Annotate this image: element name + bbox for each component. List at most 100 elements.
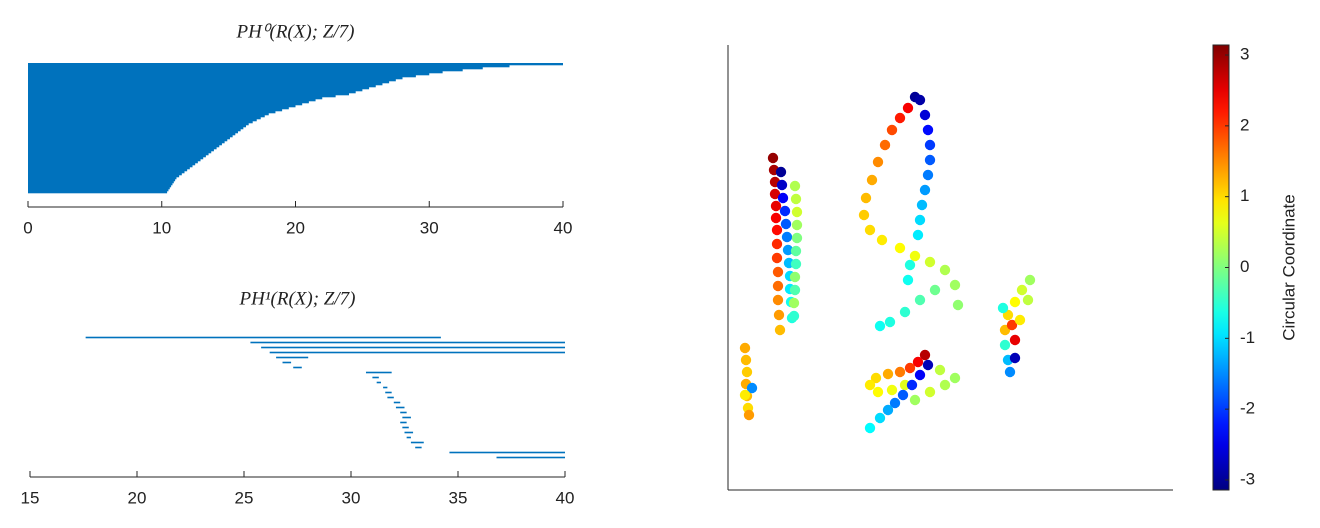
point bbox=[997, 302, 1009, 314]
point bbox=[771, 224, 783, 236]
point bbox=[949, 372, 961, 384]
bar bbox=[28, 81, 390, 84]
point bbox=[741, 366, 753, 378]
point bbox=[788, 310, 800, 322]
x-tick-label: 35 bbox=[449, 488, 468, 507]
point bbox=[914, 369, 926, 381]
bar bbox=[282, 361, 292, 364]
bar bbox=[28, 69, 463, 72]
bar bbox=[28, 95, 336, 98]
point bbox=[909, 250, 921, 262]
point bbox=[864, 422, 876, 434]
x-tick-label: 40 bbox=[554, 218, 573, 237]
bar bbox=[28, 63, 563, 66]
point bbox=[1024, 274, 1036, 286]
bar bbox=[28, 89, 363, 92]
x-tick-label: 40 bbox=[556, 488, 575, 507]
colorbar-tick-label: -3 bbox=[1240, 469, 1255, 488]
x-tick-label: 20 bbox=[128, 488, 147, 507]
bar bbox=[400, 421, 407, 424]
bar bbox=[449, 451, 565, 454]
bar bbox=[28, 131, 238, 134]
bar bbox=[28, 73, 430, 76]
point bbox=[902, 102, 914, 114]
bar bbox=[269, 351, 565, 354]
bar bbox=[28, 101, 309, 104]
colorbar-tick-label: 0 bbox=[1240, 257, 1249, 276]
point bbox=[902, 274, 914, 286]
point bbox=[743, 409, 755, 421]
bar bbox=[28, 153, 209, 156]
bar bbox=[28, 163, 196, 166]
colorbar-tick-label: -1 bbox=[1240, 328, 1255, 347]
point bbox=[922, 124, 934, 136]
bar bbox=[28, 127, 244, 130]
point bbox=[790, 245, 802, 257]
bar bbox=[28, 181, 174, 184]
point bbox=[876, 234, 888, 246]
point bbox=[884, 316, 896, 328]
point bbox=[886, 124, 898, 136]
bar bbox=[250, 341, 566, 344]
point bbox=[858, 209, 870, 221]
point bbox=[769, 188, 781, 200]
point bbox=[904, 362, 916, 374]
point bbox=[916, 199, 928, 211]
point bbox=[919, 109, 931, 121]
bar bbox=[85, 336, 441, 339]
bar bbox=[406, 436, 411, 439]
bar bbox=[400, 411, 407, 414]
bar bbox=[28, 137, 230, 140]
point bbox=[894, 112, 906, 124]
bar bbox=[410, 441, 424, 444]
point bbox=[746, 382, 758, 394]
point bbox=[939, 379, 951, 391]
point bbox=[914, 94, 926, 106]
bar bbox=[28, 107, 289, 110]
point bbox=[771, 238, 783, 250]
point bbox=[909, 394, 921, 406]
colorbar-tick-label: -2 bbox=[1240, 399, 1255, 418]
bar bbox=[393, 401, 401, 404]
bar bbox=[28, 173, 182, 176]
bar bbox=[28, 165, 193, 168]
point bbox=[914, 214, 926, 226]
point bbox=[771, 252, 783, 264]
bar bbox=[28, 185, 172, 188]
point bbox=[780, 218, 792, 230]
point bbox=[924, 386, 936, 398]
point bbox=[740, 354, 752, 366]
point bbox=[774, 324, 786, 336]
bar bbox=[28, 141, 225, 144]
bar bbox=[402, 416, 411, 419]
point bbox=[772, 266, 784, 278]
bar bbox=[28, 91, 356, 94]
bar bbox=[28, 103, 303, 106]
point bbox=[775, 166, 787, 178]
point bbox=[886, 384, 898, 396]
point bbox=[1009, 352, 1021, 364]
x-tick-label: 30 bbox=[420, 218, 439, 237]
point bbox=[776, 179, 788, 191]
point bbox=[872, 386, 884, 398]
bar bbox=[28, 167, 190, 170]
bar bbox=[28, 191, 168, 194]
point bbox=[939, 264, 951, 276]
point bbox=[791, 206, 803, 218]
point bbox=[904, 259, 916, 271]
bar bbox=[28, 113, 269, 116]
point bbox=[924, 154, 936, 166]
bar bbox=[28, 87, 370, 90]
point bbox=[739, 342, 751, 354]
point bbox=[779, 205, 791, 217]
x-tick-label: 25 bbox=[235, 488, 254, 507]
bar bbox=[28, 117, 261, 120]
x-tick-label: 15 bbox=[21, 488, 40, 507]
x-tick-label: 0 bbox=[23, 218, 32, 237]
point bbox=[952, 299, 964, 311]
point bbox=[770, 212, 782, 224]
point bbox=[781, 231, 793, 243]
point bbox=[1022, 294, 1034, 306]
bar bbox=[28, 161, 198, 164]
